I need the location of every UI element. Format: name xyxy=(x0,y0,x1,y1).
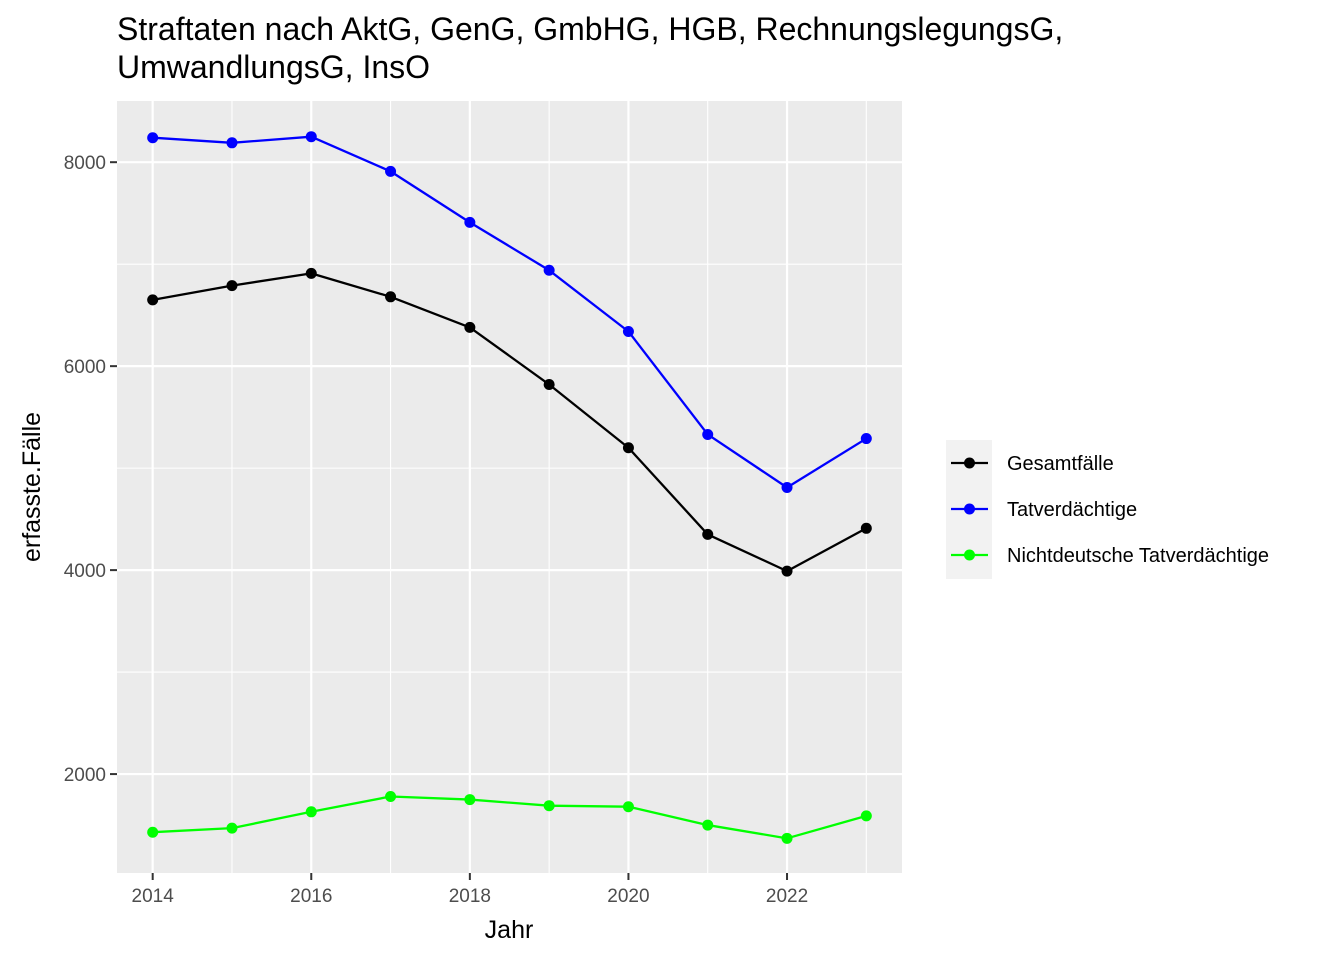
data-point-gesamtfaelle xyxy=(543,379,555,391)
legend-label-nichtdeutsche-tatverdaechtige: Nichtdeutsche Tatverdächtige xyxy=(1007,545,1269,567)
data-point-tatverdaechtige xyxy=(702,428,714,440)
data-point-nichtdeutsche-tatverdaechtige xyxy=(860,810,872,822)
data-point-tatverdaechtige xyxy=(385,165,397,177)
grid-major xyxy=(117,101,902,873)
data-point-tatverdaechtige xyxy=(226,137,238,149)
x-tick-label: 2014 xyxy=(132,886,175,907)
y-tick-label: 8000 xyxy=(64,153,106,174)
legend-label-gesamtfaelle: Gesamtfälle xyxy=(1007,453,1114,475)
data-point-gesamtfaelle xyxy=(622,442,634,454)
x-tick-label: 2020 xyxy=(607,886,649,907)
series-line-tatverdaechtige xyxy=(152,135,867,489)
legend: Gesamtfälle Tatverdächtige Nichtdeutsche T… xyxy=(946,440,1269,579)
legend-key-point-nichtdeutsche-tatverdaechtige xyxy=(964,549,975,561)
data-point-nichtdeutsche-tatverdaechtige xyxy=(226,822,238,834)
data-point-nichtdeutsche-tatverdaechtige xyxy=(147,826,159,838)
data-point-nichtdeutsche-tatverdaechtige xyxy=(543,800,555,812)
x-axis-title: Jahr xyxy=(485,916,534,944)
data-point-nichtdeutsche-tatverdaechtige xyxy=(464,794,476,806)
legend-label-tatverdaechtige: Tatverdächtige xyxy=(1007,499,1137,521)
data-point-tatverdaechtige xyxy=(622,325,634,337)
data-point-tatverdaechtige xyxy=(305,131,317,143)
axis-ticks: 2000 4000 6000 8000 2014 2016 2018 2020 2022 xyxy=(64,153,808,907)
data-point-nichtdeutsche-tatverdaechtige xyxy=(781,832,793,844)
data-point-tatverdaechtige xyxy=(464,216,476,228)
data-point-nichtdeutsche-tatverdaechtige xyxy=(305,806,317,818)
y-axis-title: erfasste.Fälle xyxy=(18,412,46,562)
data-point-nichtdeutsche-tatverdaechtige xyxy=(622,801,634,813)
data-point-nichtdeutsche-tatverdaechtige xyxy=(385,791,397,803)
x-tick-label: 2016 xyxy=(290,886,332,907)
data-point-gesamtfaelle xyxy=(702,528,714,540)
series-line-nichtdeutsche-tatverdaechtige xyxy=(152,795,867,840)
data-point-tatverdaechtige xyxy=(860,433,872,445)
x-tick-label: 2022 xyxy=(766,886,808,907)
plot-panel xyxy=(117,101,902,873)
y-tick-label: 4000 xyxy=(64,561,106,582)
y-tick-label: 6000 xyxy=(64,357,106,378)
x-tick-label: 2018 xyxy=(449,886,491,907)
series-layer xyxy=(147,131,872,844)
data-point-gesamtfaelle xyxy=(464,321,476,333)
series-line-gesamtfaelle xyxy=(152,272,867,573)
data-point-tatverdaechtige xyxy=(543,264,555,276)
data-point-gesamtfaelle xyxy=(305,267,317,279)
data-point-tatverdaechtige xyxy=(147,132,159,144)
data-point-nichtdeutsche-tatverdaechtige xyxy=(702,819,714,831)
legend-key-point-tatverdaechtige xyxy=(964,503,975,515)
data-point-gesamtfaelle xyxy=(860,522,872,534)
chart-title-line-1: Straftaten nach AktG, GenG, GmbHG, HGB, … xyxy=(117,11,1064,47)
data-point-gesamtfaelle xyxy=(226,280,238,292)
y-tick-label: 2000 xyxy=(64,765,106,786)
grid-minor xyxy=(117,101,902,873)
legend-key-point-gesamtfaelle xyxy=(964,457,975,469)
chart-title-line-2: UmwandlungsG, InsO xyxy=(117,49,431,85)
chart-title: Straftaten nach AktG, GenG, GmbHG, HGB, … xyxy=(117,10,1063,86)
data-point-gesamtfaelle xyxy=(385,291,397,303)
data-point-tatverdaechtige xyxy=(781,482,793,494)
data-point-gesamtfaelle xyxy=(781,565,793,577)
data-point-gesamtfaelle xyxy=(147,294,159,306)
